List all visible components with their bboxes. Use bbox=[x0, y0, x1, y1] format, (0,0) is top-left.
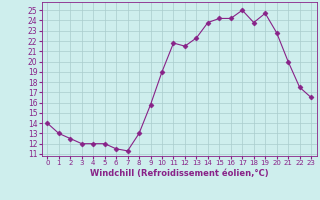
X-axis label: Windchill (Refroidissement éolien,°C): Windchill (Refroidissement éolien,°C) bbox=[90, 169, 268, 178]
